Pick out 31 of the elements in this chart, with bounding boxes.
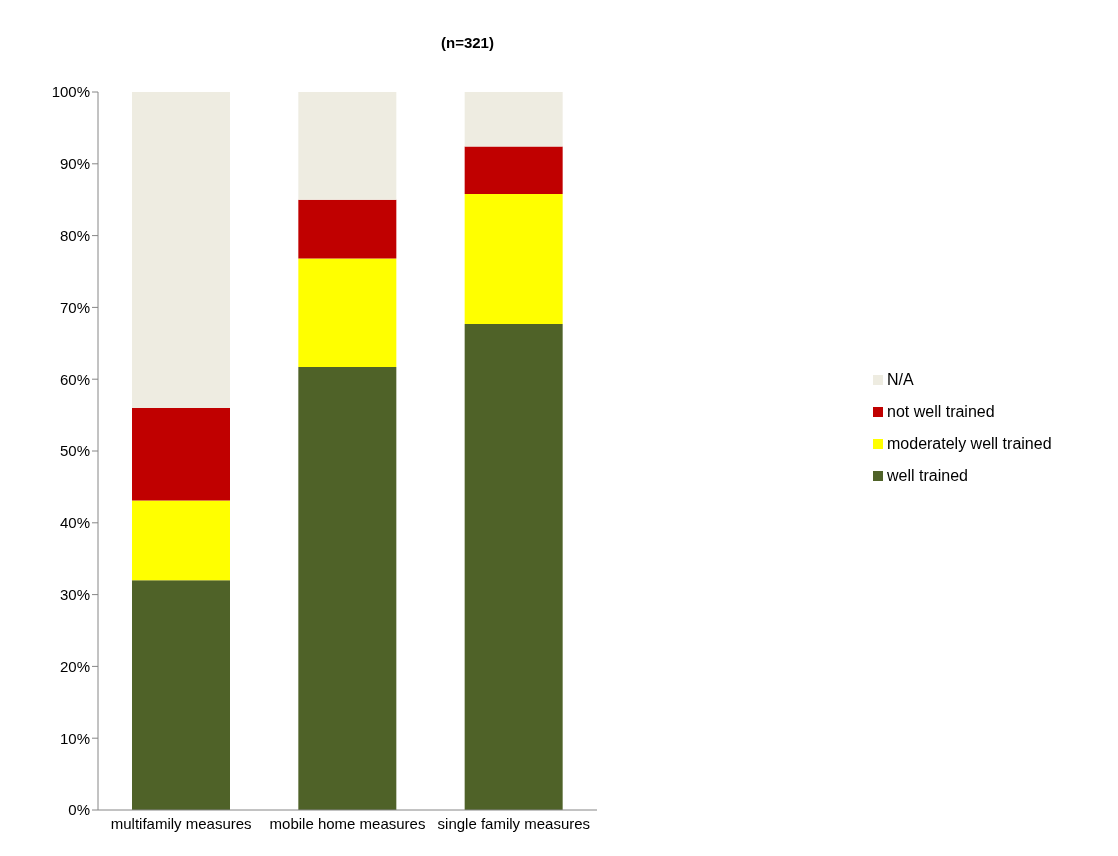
y-tick-label: 90%: [59, 155, 90, 173]
bar: [132, 580, 230, 810]
bar: [132, 92, 230, 408]
bar: [132, 407, 230, 501]
chart-title: (n=321): [440, 34, 495, 51]
x-tick-label: single family measures: [437, 814, 591, 832]
bar: [298, 258, 397, 367]
bar: [464, 323, 563, 810]
y-tick-label: 40%: [59, 514, 90, 532]
y-tick-label: 50%: [59, 442, 90, 460]
bar: [464, 92, 563, 147]
bar: [298, 92, 397, 200]
legend-label: not well trained: [887, 403, 995, 421]
x-tick-label: mobile home measures: [269, 814, 426, 832]
bar: [464, 146, 563, 194]
y-tick-label: 80%: [59, 226, 90, 244]
y-tick-label: 0%: [68, 801, 90, 819]
y-tick-label: 30%: [59, 585, 90, 603]
bar: [298, 199, 397, 259]
legend-label: well trained: [887, 467, 968, 485]
legend-label: moderately well trained: [887, 435, 1052, 453]
bar: [464, 193, 563, 324]
bar: [298, 366, 397, 810]
x-tick-label: multifamily measures: [110, 814, 252, 832]
y-tick-label: 70%: [59, 298, 90, 316]
y-tick-label: 60%: [59, 370, 90, 388]
legend-label: N/A: [887, 371, 914, 389]
y-tick-label: 20%: [59, 657, 90, 675]
y-tick-label: 10%: [59, 729, 90, 747]
y-tick-label: 100%: [51, 83, 90, 101]
bar: [132, 500, 230, 581]
